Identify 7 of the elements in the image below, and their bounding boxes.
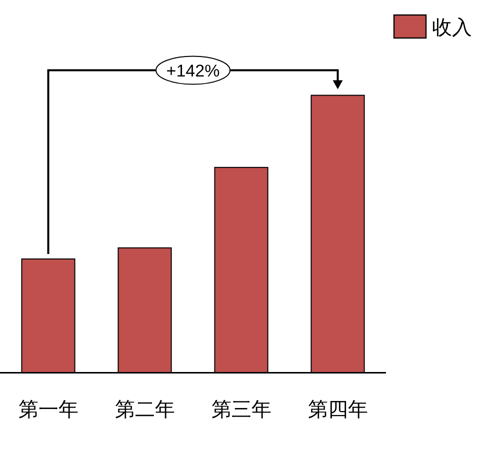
x-tick-label: 第二年 bbox=[114, 399, 175, 421]
x-tick-label: 第三年 bbox=[211, 399, 272, 421]
x-tick-label: 第四年 bbox=[308, 399, 368, 421]
annotation: +142% bbox=[156, 56, 230, 85]
x-tick-label: 第一年 bbox=[18, 399, 78, 421]
legend-label: 收入 bbox=[432, 17, 472, 39]
legend: 收入 bbox=[393, 14, 472, 39]
